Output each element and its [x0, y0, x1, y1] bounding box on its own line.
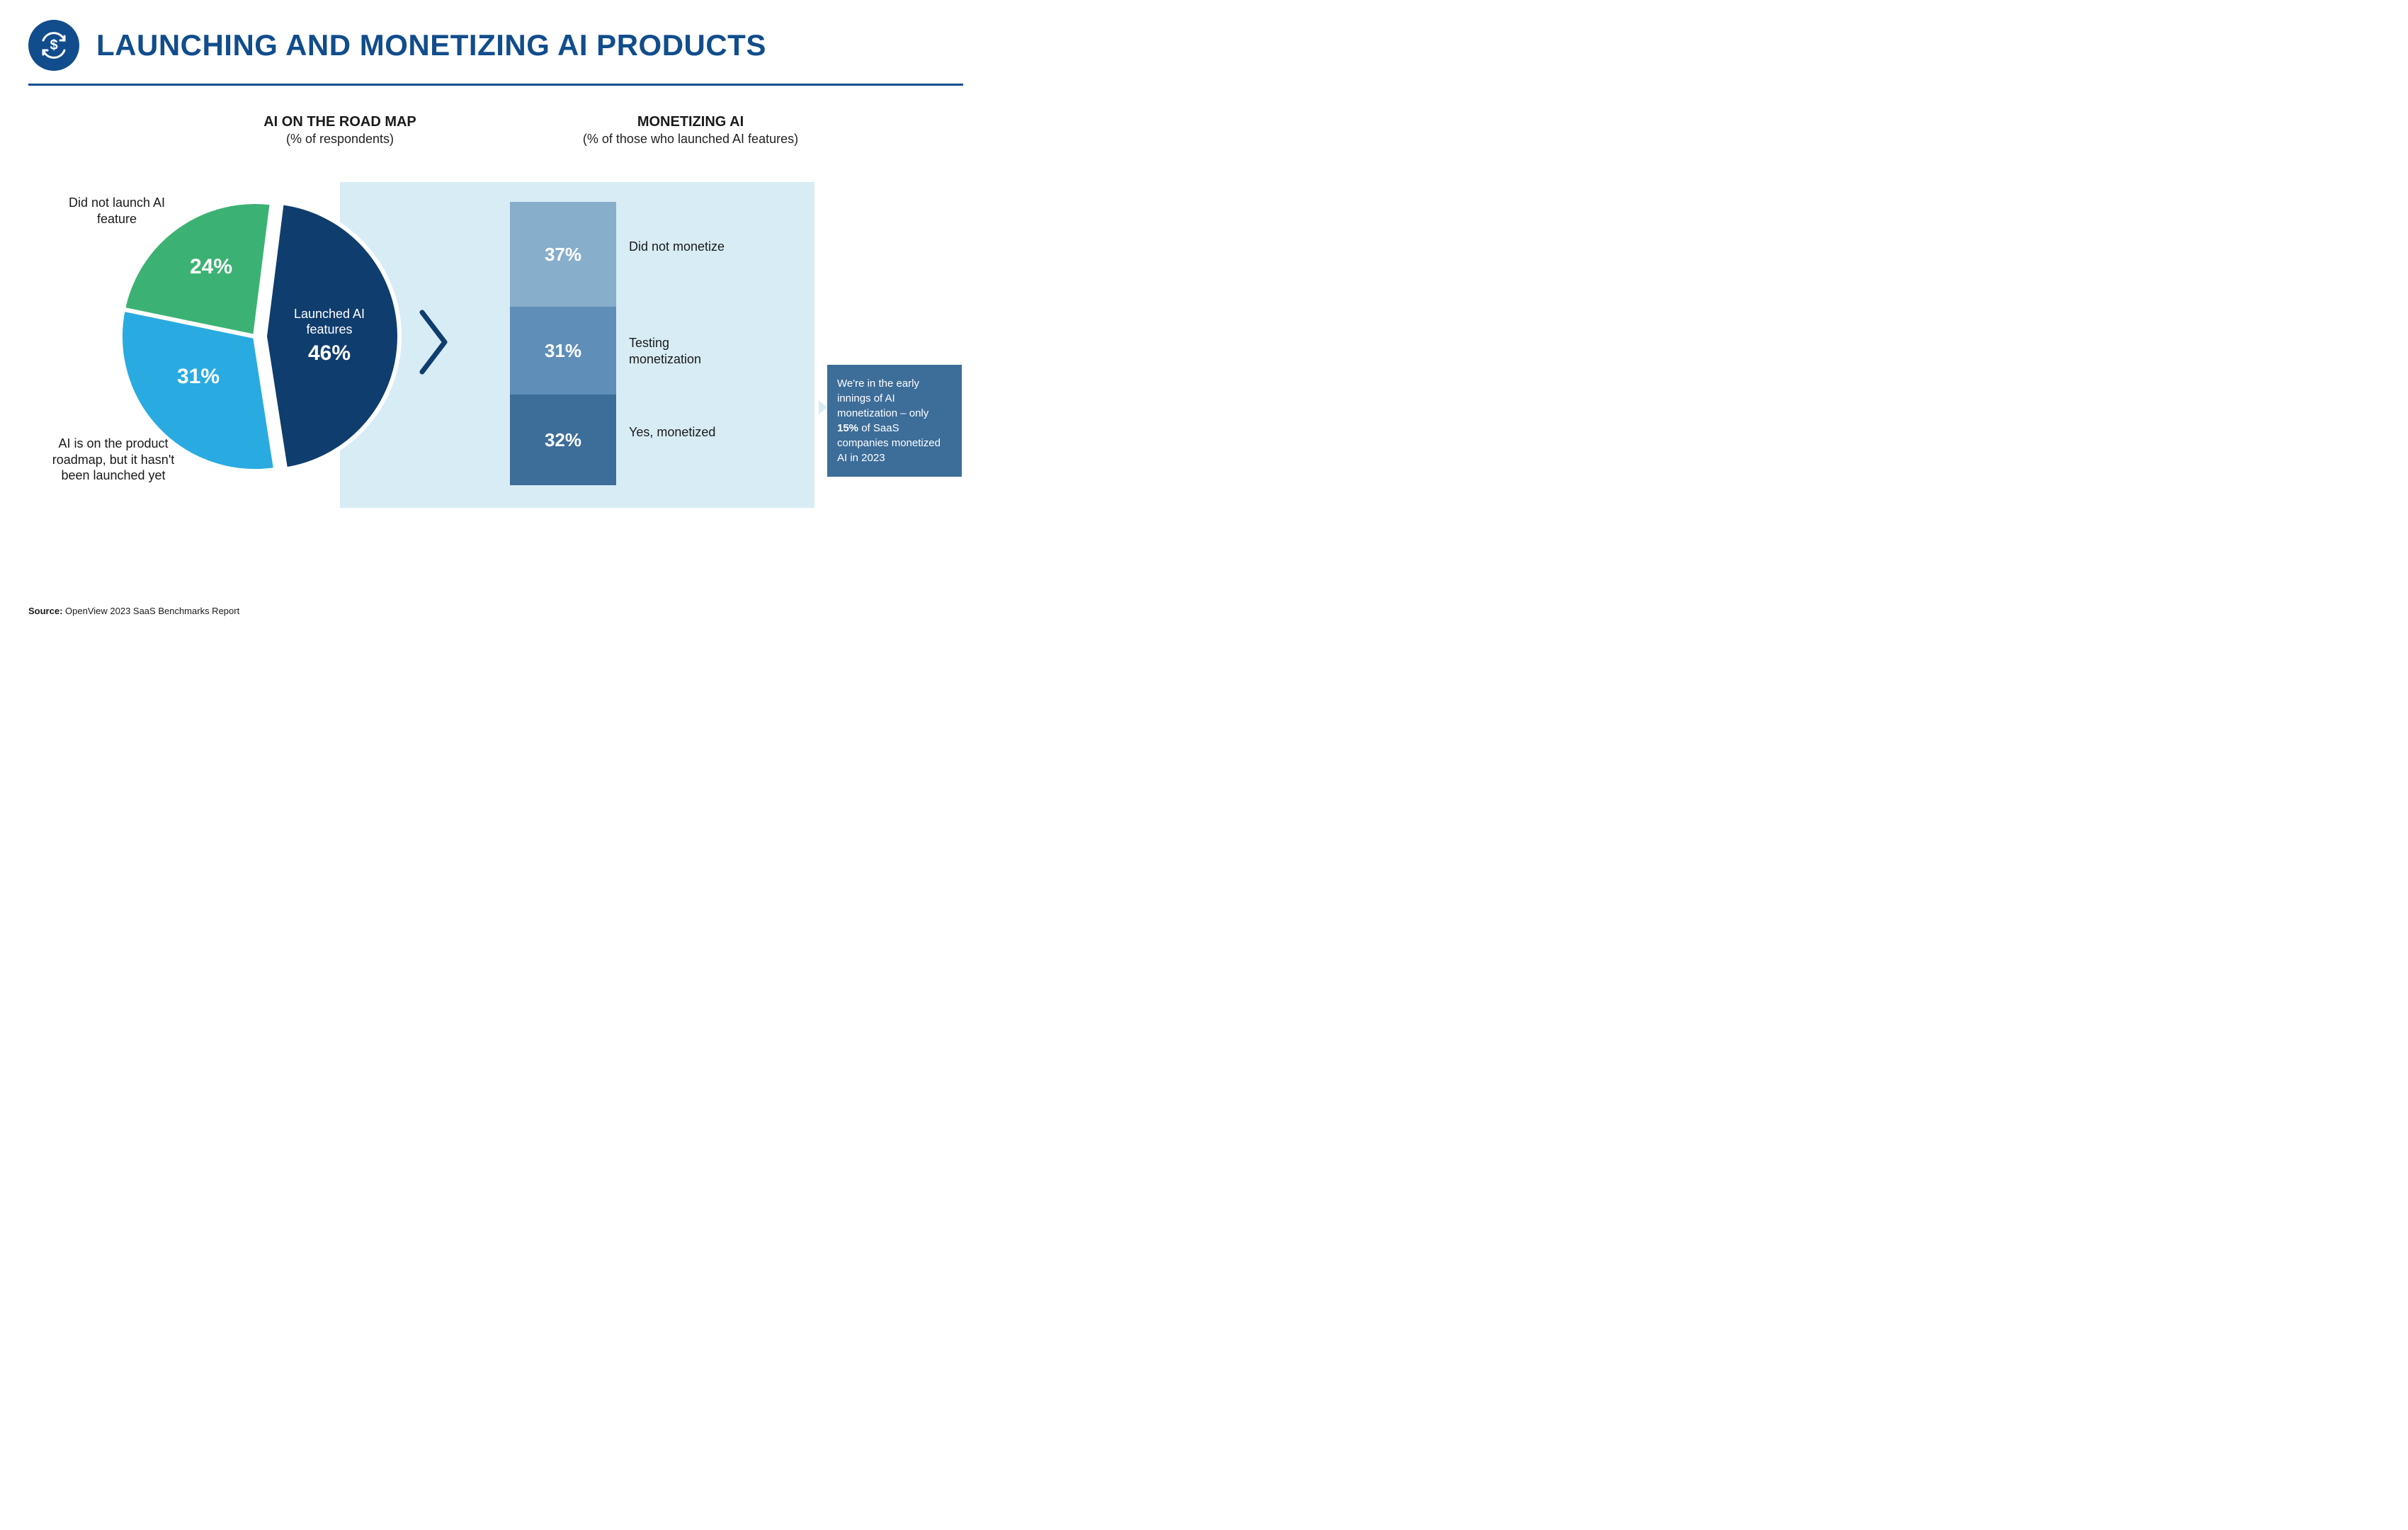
- page-title: LAUNCHING AND MONETIZING AI PRODUCTS: [96, 28, 766, 62]
- chevron-right-icon: [416, 307, 459, 378]
- stacked-bar: 37%31%32%: [510, 202, 616, 485]
- source-label: Source:: [28, 606, 62, 616]
- pie-label-launched: Launched AI features 46%: [280, 307, 379, 366]
- dollar-cycle-icon: $: [28, 20, 79, 71]
- pie-label-launched-text: Launched AI features: [280, 307, 379, 337]
- section-titles-row: AI ON THE ROAD MAP (% of respondents) MO…: [0, 114, 992, 147]
- pie-label-not-launched: Did not launch AI feature: [64, 195, 170, 227]
- source-text: OpenView 2023 SaaS Benchmarks Report: [62, 606, 239, 616]
- pie-pct-roadmap: 31%: [177, 365, 220, 389]
- header: $ LAUNCHING AND MONETIZING AI PRODUCTS: [0, 0, 992, 79]
- bar-label-testing: Testing monetization: [629, 335, 728, 367]
- bar-label-no_monetize: Did not monetize: [629, 239, 728, 255]
- bar-segment-yes: 32%: [510, 395, 616, 485]
- section-title-roadmap: AI ON THE ROAD MAP (% of respondents): [156, 114, 524, 147]
- header-divider: [28, 84, 963, 86]
- bar-label-yes: Yes, monetized: [629, 424, 728, 441]
- callout-arrow-icon: [819, 400, 827, 414]
- bar-segment-testing: 31%: [510, 307, 616, 395]
- svg-text:$: $: [50, 38, 57, 53]
- callout-bold: 15%: [837, 422, 858, 434]
- pie-pct-not-launched: 24%: [190, 255, 232, 279]
- section-title-monetizing-sub: (% of those who launched AI features): [538, 132, 843, 147]
- source-citation: Source: OpenView 2023 SaaS Benchmarks Re…: [28, 606, 239, 616]
- section-title-monetizing: MONETIZING AI (% of those who launched A…: [538, 114, 843, 147]
- section-title-roadmap-main: AI ON THE ROAD MAP: [156, 114, 524, 130]
- pie-pct-launched: 46%: [280, 341, 379, 366]
- bar-segment-no_monetize: 37%: [510, 202, 616, 307]
- section-title-monetizing-main: MONETIZING AI: [538, 114, 843, 130]
- chart-area: Did not launch AI feature AI is on the p…: [0, 152, 992, 528]
- section-title-roadmap-sub: (% of respondents): [156, 132, 524, 147]
- callout-box: We're in the early innings of AI monetiz…: [827, 365, 962, 477]
- pie-label-roadmap: AI is on the product roadmap, but it has…: [42, 436, 184, 484]
- callout-text-pre: We're in the early innings of AI monetiz…: [837, 378, 928, 419]
